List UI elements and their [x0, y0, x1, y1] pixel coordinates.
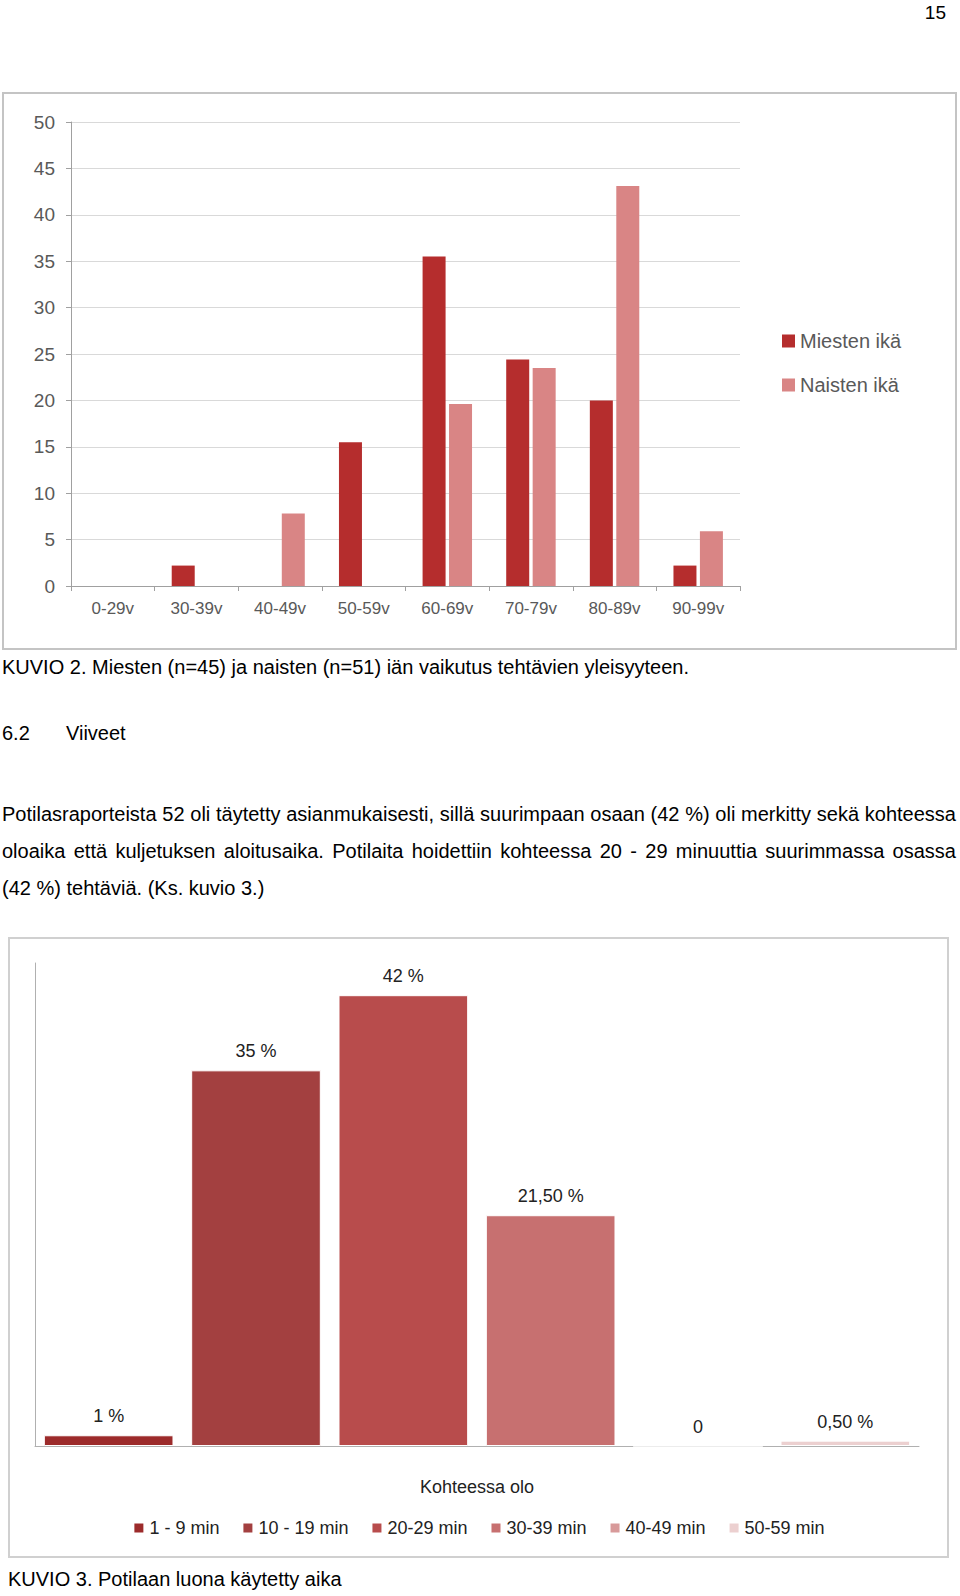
svg-text:40-49v: 40-49v	[254, 599, 306, 618]
svg-text:50-59v: 50-59v	[338, 599, 390, 618]
svg-text:15: 15	[34, 436, 55, 457]
svg-text:Miesten ikä: Miesten ikä	[800, 330, 902, 352]
svg-text:1 %: 1 %	[93, 1406, 124, 1426]
svg-text:30-39v: 30-39v	[170, 599, 222, 618]
html-text:15: 15	[924, 2, 946, 23]
svg-text:40: 40	[34, 204, 55, 225]
svg-text:21,50 %: 21,50 %	[518, 1186, 584, 1206]
svg-text:5: 5	[44, 529, 55, 550]
svg-text:80-89v: 80-89v	[589, 599, 641, 618]
svg-text:10 - 19 min: 10 - 19 min	[258, 1518, 348, 1538]
svg-text:30: 30	[34, 297, 55, 318]
svg-text:35: 35	[34, 251, 55, 272]
svg-text:1 - 9 min: 1 - 9 min	[149, 1518, 219, 1538]
svg-text:0: 0	[693, 1417, 703, 1437]
svg-text:35 %: 35 %	[235, 1041, 276, 1061]
svg-text:0-29v: 0-29v	[92, 599, 135, 618]
svg-text:10: 10	[34, 483, 55, 504]
svg-text:25: 25	[34, 344, 55, 365]
svg-text:Kohteessa olo: Kohteessa olo	[420, 1477, 534, 1497]
svg-text:90-99v: 90-99v	[672, 599, 724, 618]
html-text:KUVIO 3. Potilaan luona käytet: KUVIO 3. Potilaan luona käytetty aika	[8, 1568, 342, 1590]
svg-text:50: 50	[34, 112, 55, 133]
html-text:Potilasraporteista 52 oli täyt: Potilasraporteista 52 oli täytetty asian…	[2, 803, 956, 899]
svg-text:0,50 %: 0,50 %	[817, 1412, 873, 1432]
svg-text:20-29 min: 20-29 min	[387, 1518, 467, 1538]
svg-text:40-49 min: 40-49 min	[626, 1518, 706, 1538]
svg-text:50-59 min: 50-59 min	[745, 1518, 825, 1538]
svg-text:Naisten ikä: Naisten ikä	[800, 374, 900, 396]
html-text:KUVIO 2. Miesten (n=45) ja nai: KUVIO 2. Miesten (n=45) ja naisten (n=51…	[2, 656, 689, 678]
html-text:Viiveet: Viiveet	[66, 722, 126, 744]
html-text:6.2: 6.2	[2, 722, 30, 744]
svg-text:42 %: 42 %	[383, 966, 424, 986]
svg-text:45: 45	[34, 158, 55, 179]
svg-text:30-39 min: 30-39 min	[506, 1518, 586, 1538]
svg-text:0: 0	[44, 576, 55, 597]
svg-text:60-69v: 60-69v	[421, 599, 473, 618]
svg-text:20: 20	[34, 390, 55, 411]
svg-text:70-79v: 70-79v	[505, 599, 557, 618]
